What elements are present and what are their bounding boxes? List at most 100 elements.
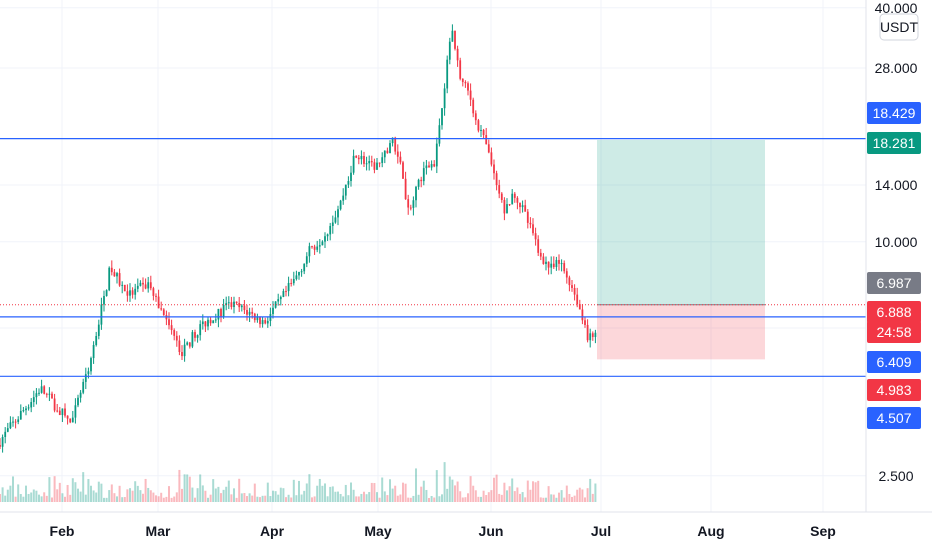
candle-body bbox=[212, 320, 215, 324]
volume-bar bbox=[1, 487, 4, 502]
currency-label[interactable]: USDT bbox=[879, 13, 919, 41]
candle-body bbox=[352, 155, 355, 173]
candle-body bbox=[490, 152, 493, 165]
volume-bar bbox=[64, 496, 66, 502]
volume-bar bbox=[217, 486, 220, 502]
candle-body bbox=[220, 308, 222, 317]
volume-bar bbox=[168, 486, 170, 502]
candle-body bbox=[386, 150, 389, 154]
volume-bar bbox=[443, 462, 446, 502]
candle-body bbox=[487, 144, 490, 153]
candle-body bbox=[74, 405, 77, 418]
volume-bar bbox=[381, 477, 384, 502]
candle-body bbox=[149, 282, 152, 289]
candle-body bbox=[428, 165, 430, 168]
price-tag-box bbox=[867, 102, 921, 124]
candle-body bbox=[290, 282, 293, 284]
candle-body bbox=[95, 335, 98, 346]
candle-body bbox=[495, 173, 498, 186]
volume-bar bbox=[12, 476, 14, 502]
volume-bar bbox=[516, 487, 519, 502]
volume-bar bbox=[248, 493, 251, 502]
candle-body bbox=[1, 436, 4, 447]
candle-body bbox=[235, 301, 238, 304]
candle-body bbox=[214, 319, 217, 321]
volume-bar bbox=[175, 492, 178, 502]
price-tick-label: 14.000 bbox=[875, 177, 918, 193]
candle-body bbox=[446, 59, 449, 89]
grid bbox=[0, 0, 866, 512]
candle-body bbox=[480, 129, 482, 131]
volume-bar bbox=[279, 487, 282, 502]
volume-bar bbox=[480, 496, 482, 502]
candle-body bbox=[217, 308, 220, 320]
candle-body bbox=[123, 284, 126, 292]
volume-bar bbox=[100, 483, 103, 502]
volume-bar bbox=[342, 496, 345, 502]
volume-bar bbox=[199, 474, 202, 502]
volume-bar bbox=[339, 493, 342, 502]
candle-body bbox=[147, 282, 150, 289]
candle-body bbox=[32, 397, 35, 403]
volume-bar bbox=[581, 489, 584, 502]
candle-body bbox=[342, 195, 345, 201]
candle-body bbox=[201, 321, 204, 325]
currency-text: USDT bbox=[880, 19, 919, 35]
candle-body bbox=[56, 410, 59, 412]
candle-body bbox=[58, 410, 61, 416]
volume-bar bbox=[456, 481, 459, 502]
volume-bars bbox=[0, 462, 597, 502]
candle-body bbox=[110, 267, 113, 273]
candle-body bbox=[292, 279, 295, 284]
candle-body bbox=[126, 291, 129, 296]
candle-body bbox=[513, 193, 516, 198]
candle-body bbox=[404, 178, 407, 200]
volume-bar bbox=[360, 493, 363, 502]
volume-bar bbox=[344, 484, 347, 502]
candle-body bbox=[571, 285, 573, 288]
volume-bar bbox=[266, 482, 269, 502]
candle-body bbox=[383, 150, 386, 158]
candle-body bbox=[339, 200, 342, 210]
price-tag-box bbox=[867, 132, 921, 154]
volume-bar bbox=[43, 492, 46, 502]
candle-body bbox=[308, 246, 311, 257]
volume-bar bbox=[490, 490, 493, 502]
volume-bar bbox=[214, 488, 217, 502]
position-tool[interactable] bbox=[597, 139, 765, 360]
candle-body bbox=[389, 143, 391, 154]
candle-body bbox=[295, 275, 298, 280]
candle-body bbox=[584, 320, 586, 325]
price-tag-label: 4.507 bbox=[876, 410, 911, 426]
candle-body bbox=[376, 162, 378, 170]
candle-body bbox=[66, 415, 69, 419]
candle-body bbox=[368, 161, 371, 164]
volume-bar bbox=[352, 489, 355, 502]
horizontal-lines[interactable] bbox=[0, 138, 866, 377]
candle-body bbox=[90, 358, 92, 372]
candle-body bbox=[331, 222, 334, 226]
candle-body bbox=[534, 233, 537, 240]
candle-body bbox=[22, 410, 25, 412]
time-tick-label: Jul bbox=[591, 523, 611, 539]
volume-bar bbox=[246, 496, 248, 502]
volume-bar bbox=[373, 483, 376, 502]
volume-bar bbox=[157, 496, 160, 502]
candle-body bbox=[467, 83, 469, 91]
candle-body bbox=[71, 417, 74, 423]
candle-body bbox=[194, 332, 196, 338]
volume-bar bbox=[365, 494, 368, 502]
candle-body bbox=[129, 290, 131, 296]
volume-bar bbox=[277, 494, 280, 502]
time-axis[interactable]: Feb Mar Apr May Jun Jul Aug Sep bbox=[50, 523, 836, 539]
candle-body bbox=[142, 282, 144, 285]
volume-bar bbox=[186, 474, 189, 502]
candle-body bbox=[550, 263, 553, 268]
candle-body bbox=[222, 305, 225, 317]
candle-body bbox=[360, 155, 363, 160]
candle-body bbox=[207, 319, 209, 327]
candles bbox=[0, 24, 597, 453]
volume-bar bbox=[534, 482, 537, 502]
